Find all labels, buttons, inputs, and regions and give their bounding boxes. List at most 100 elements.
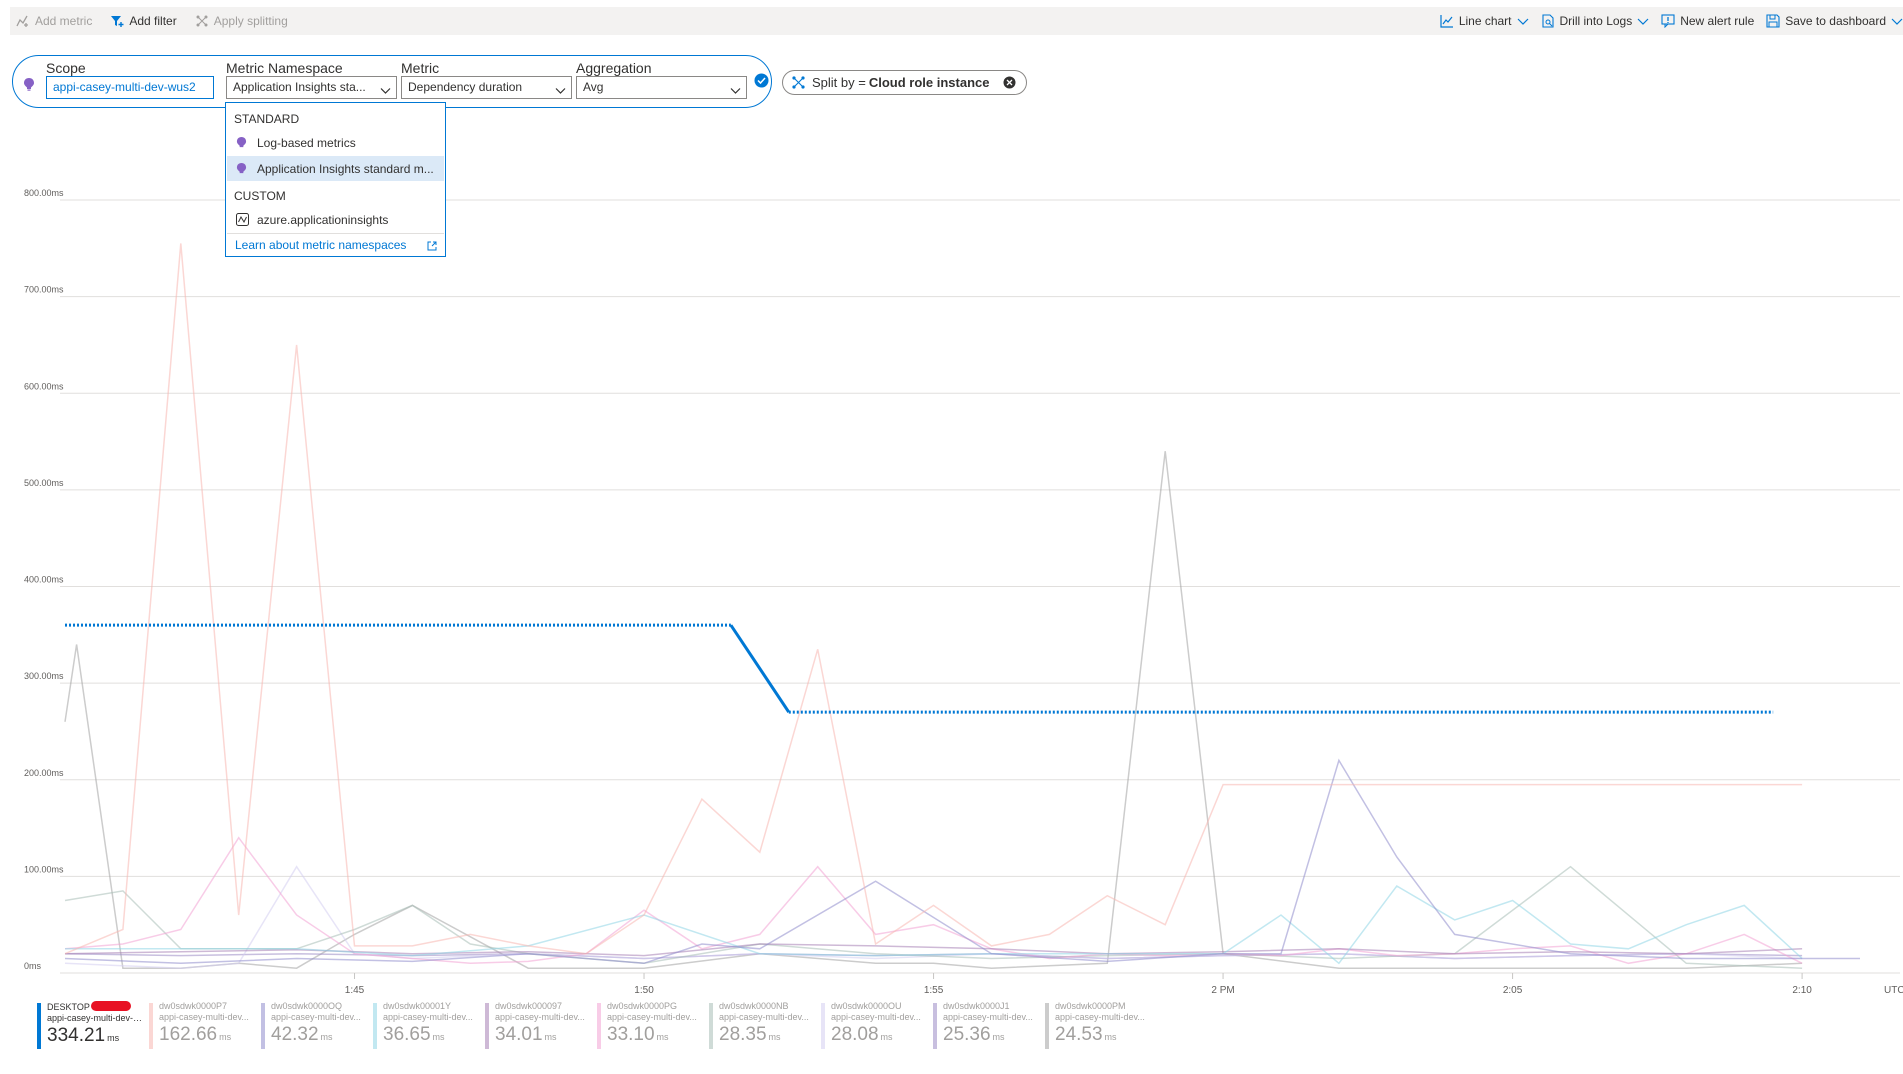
apply-splitting-label: Apply splitting bbox=[213, 14, 288, 28]
save-icon bbox=[1766, 14, 1780, 28]
dropdown-item-log-based-metrics[interactable]: Log-based metrics bbox=[227, 130, 444, 155]
namespace-select[interactable]: Application Insights sta... bbox=[226, 76, 397, 99]
legend-series-resource: appi-casey-multi-dev... bbox=[1055, 1012, 1145, 1022]
namespace-label: Metric Namespace bbox=[226, 60, 343, 76]
split-prefix: Split by = bbox=[812, 75, 866, 90]
legend-series-name: dw0sdwk000097 bbox=[495, 1001, 563, 1011]
aggregation-select[interactable]: Avg bbox=[576, 76, 747, 99]
legend-value-unit: ms bbox=[107, 1033, 120, 1043]
legend-series-value: 162.66 ms bbox=[159, 1023, 261, 1049]
scope-label: Scope bbox=[46, 60, 86, 76]
add-filter-label: Add filter bbox=[129, 14, 177, 28]
y-tick-label: 100.00ms bbox=[24, 864, 64, 874]
split-by-pill[interactable]: Split by = Cloud role instance bbox=[782, 70, 1028, 95]
apply-splitting-button[interactable]: Apply splitting bbox=[195, 14, 288, 28]
legend-value-number: 28.35 bbox=[719, 1024, 767, 1045]
series-line-dw0sdwk0000pg bbox=[64, 836, 1803, 965]
legend-item[interactable]: dw0sdwk0000NB appi-casey-multi-dev... 28.3… bbox=[709, 1001, 821, 1051]
legend-item[interactable]: DESKTOP appi-casey-multi-dev-wus2 334.21 ms bbox=[37, 1001, 149, 1051]
legend-item[interactable]: dw0sdwk0000OQ appi-casey-multi-dev... 42.3… bbox=[261, 1001, 373, 1051]
app-insights-icon bbox=[236, 136, 249, 149]
legend-item[interactable]: dw0sdwk000097 appi-casey-multi-dev... 34.0… bbox=[485, 1001, 597, 1051]
legend-series-resource: appi-casey-multi-dev... bbox=[607, 1012, 697, 1022]
legend-value-number: 36.65 bbox=[383, 1024, 431, 1045]
toolbar-right: Line chart Drill into Logs New alert rul… bbox=[1440, 14, 1903, 28]
legend-series-value: 42.32 ms bbox=[271, 1023, 373, 1049]
dropdown-item-azure-applicationinsights[interactable]: azure.applicationinsights bbox=[227, 207, 444, 232]
legend-series-value: 28.08 ms bbox=[831, 1023, 933, 1049]
series-line-dw0sdwk0000oq bbox=[64, 758, 1860, 965]
legend-value-number: 24.53 bbox=[1055, 1024, 1103, 1045]
namespace-field: Metric Namespace bbox=[226, 59, 343, 77]
y-tick-label: 500.00ms bbox=[24, 478, 64, 488]
legend-color-swatch bbox=[261, 1003, 265, 1049]
timezone-label: UTC bbox=[1884, 985, 1903, 996]
legend-item[interactable]: dw0sdwk0000P7 appi-casey-multi-dev... 162.… bbox=[149, 1001, 261, 1051]
legend-series-resource: appi-casey-multi-dev... bbox=[271, 1012, 361, 1022]
legend-item[interactable]: dw0sdwk0000J1 appi-casey-multi-dev... 25.3… bbox=[933, 1001, 1045, 1051]
legend-value-unit: ms bbox=[656, 1032, 669, 1042]
legend-series-name: dw0sdwk0000PM bbox=[1055, 1001, 1126, 1011]
legend-value-number: 334.21 bbox=[47, 1025, 106, 1046]
legend-item[interactable]: dw0sdwk0000PG appi-casey-multi-dev... 33.1… bbox=[597, 1001, 709, 1051]
dropdown-item-label: azure.applicationinsights bbox=[257, 212, 389, 227]
legend-series-resource: appi-casey-multi-dev... bbox=[495, 1012, 585, 1022]
legend-series-value: 334.21 ms bbox=[47, 1024, 149, 1050]
legend-series-resource: appi-casey-multi-dev... bbox=[831, 1012, 921, 1022]
metric-select[interactable]: Dependency duration bbox=[401, 76, 572, 99]
x-tick-label: 2 PM bbox=[1211, 985, 1234, 996]
legend-value-unit: ms bbox=[544, 1032, 557, 1042]
legend-series-value: 28.35 ms bbox=[719, 1023, 821, 1049]
legend-item[interactable]: dw0sdwk0000OU appi-casey-multi-dev... 28.0… bbox=[821, 1001, 933, 1051]
legend-value-number: 34.01 bbox=[495, 1024, 543, 1045]
apply-check-icon[interactable] bbox=[754, 73, 769, 88]
x-tick-label: 2:05 bbox=[1503, 985, 1523, 996]
line-chart-icon bbox=[1440, 14, 1454, 28]
legend-color-swatch bbox=[1045, 1003, 1049, 1049]
x-tick-label: 1:55 bbox=[924, 985, 944, 996]
toolbar-left: Add metric Add filter Apply splitting bbox=[10, 14, 306, 28]
save-to-dashboard-button[interactable]: Save to dashboard bbox=[1766, 14, 1903, 28]
learn-link-label: Learn about metric namespaces bbox=[235, 237, 407, 252]
filter-icon bbox=[110, 14, 124, 28]
new-alert-rule-button[interactable]: New alert rule bbox=[1661, 14, 1754, 28]
legend-item[interactable]: dw0sdwk00001Y appi-casey-multi-dev... 36.6… bbox=[373, 1001, 485, 1051]
legend-color-swatch bbox=[485, 1003, 489, 1049]
legend-color-swatch bbox=[373, 1003, 377, 1049]
legend-item[interactable]: dw0sdwk0000PM appi-casey-multi-dev... 24.5… bbox=[1045, 1001, 1157, 1051]
close-icon[interactable] bbox=[1003, 76, 1016, 89]
chevron-down-icon bbox=[1637, 15, 1649, 27]
metric-value: Dependency duration bbox=[408, 80, 523, 94]
legend-series-value: 36.65 ms bbox=[383, 1023, 485, 1049]
chevron-down-icon bbox=[555, 82, 566, 94]
chart-legend: DESKTOP appi-casey-multi-dev-wus2 334.21 ms… bbox=[37, 1001, 1157, 1051]
learn-namespaces-link[interactable]: Learn about metric namespaces bbox=[227, 233, 444, 255]
legend-series-resource: appi-casey-multi-dev... bbox=[383, 1012, 473, 1022]
legend-value-number: 33.10 bbox=[607, 1024, 655, 1045]
legend-value-number: 28.08 bbox=[831, 1024, 879, 1045]
namespace-value: Application Insights sta... bbox=[233, 80, 366, 94]
scope-input[interactable]: appi-casey-multi-dev-wus2 bbox=[46, 76, 214, 99]
y-tick-label: 800.00ms bbox=[24, 188, 64, 198]
line-chart-button[interactable]: Line chart bbox=[1440, 14, 1529, 28]
split-value: Cloud role instance bbox=[868, 75, 990, 90]
dropdown-item-app-insights-standard[interactable]: Application Insights standard m... bbox=[227, 156, 444, 181]
add-metric-button[interactable]: Add metric bbox=[16, 14, 92, 28]
chevron-down-icon bbox=[380, 82, 391, 94]
legend-value-unit: ms bbox=[880, 1032, 893, 1042]
legend-series-name: dw0sdwk0000OQ bbox=[271, 1001, 343, 1011]
legend-series-resource: appi-casey-multi-dev-wus2 bbox=[47, 1013, 147, 1023]
y-tick-label: 0ms bbox=[24, 961, 42, 971]
legend-series-resource: appi-casey-multi-dev... bbox=[159, 1012, 249, 1022]
logs-icon bbox=[1541, 14, 1555, 28]
y-tick-label: 600.00ms bbox=[24, 381, 64, 391]
legend-series-value: 25.36 ms bbox=[943, 1023, 1045, 1049]
legend-color-swatch bbox=[933, 1003, 937, 1049]
legend-series-name: dw0sdwk00001Y bbox=[383, 1001, 452, 1011]
legend-series-value: 33.10 ms bbox=[607, 1023, 709, 1049]
custom-header: CUSTOM bbox=[234, 189, 286, 203]
add-filter-button[interactable]: Add filter bbox=[110, 14, 177, 28]
drill-into-logs-button[interactable]: Drill into Logs bbox=[1541, 14, 1650, 28]
y-tick-label: 400.00ms bbox=[24, 575, 64, 585]
legend-series-name: dw0sdwk0000PG bbox=[607, 1001, 678, 1011]
